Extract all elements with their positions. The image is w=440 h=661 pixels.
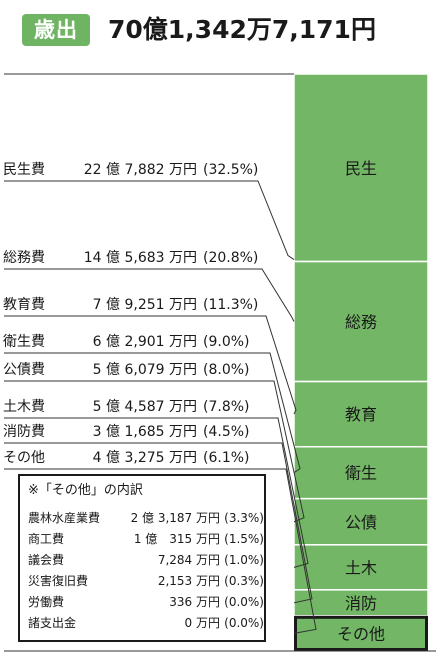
category-percent: (9.0%) — [203, 334, 250, 350]
other-breakdown-box: ※「その他」の内訳 農林水産業費 2 億 3,187 万円 (3.3%) 商工費 1 億… — [18, 474, 266, 642]
breakdown-item-name: 議会費 — [28, 553, 65, 567]
leader-line-3 — [4, 315, 297, 415]
category-value: 6 億 2,901 万円 — [92, 334, 197, 350]
breakdown-item-name: 商工費 — [28, 532, 65, 546]
breakdown-title: ※「その他」の内訳 — [28, 483, 143, 498]
category-value: 4 億 3,275 万円 — [92, 450, 197, 466]
breakdown-item-percent: (3.3%) — [224, 511, 264, 525]
breakdown-item-value: 2 億 3,187 万円 — [130, 511, 220, 525]
breakdown-item-value: 1 億 315 万円 — [133, 532, 220, 546]
category-label-row-4: 衛生費 6 億 2,901 万円 (9.0%) — [3, 331, 250, 353]
category-label-row-5: 公債費 5 億 6,079 万円 (8.0%) — [3, 359, 250, 381]
bar-segment-6 — [293, 544, 429, 591]
category-value: 22 億 7,882 万円 — [83, 162, 197, 178]
expenditure-tag: 歳出 — [22, 14, 90, 46]
total-amount: 70億1,342万7,171円 — [108, 15, 376, 44]
category-name: 衛生費 — [3, 334, 45, 350]
breakdown-item-percent: (0.0%) — [224, 595, 264, 609]
category-name: 土木費 — [3, 399, 45, 415]
category-label-row-6: 土木費 5 億 4,587 万円 (7.8%) — [3, 396, 250, 418]
leader-line-6 — [4, 417, 309, 568]
category-name: その他 — [3, 450, 45, 466]
segment-label-7: 消防 — [345, 594, 377, 613]
breakdown-row: 議会費 7,284 万円 (1.0%) — [28, 550, 264, 570]
breakdown-row: 諸支出金 0 万円 (0.0%) — [28, 613, 264, 633]
bar-segment-1 — [293, 73, 429, 263]
category-percent: (32.5%) — [203, 162, 259, 178]
category-percent: (4.5%) — [203, 424, 250, 440]
category-name: 総務費 — [3, 250, 45, 266]
category-value: 5 億 6,079 万円 — [92, 362, 197, 378]
breakdown-row: 災害復旧費 2,153 万円 (0.3%) — [28, 571, 264, 591]
category-name: 教育費 — [3, 297, 45, 313]
breakdown-item-percent: (0.3%) — [224, 574, 264, 588]
leader-line-7 — [4, 442, 313, 604]
category-name: 民生費 — [3, 162, 45, 178]
segment-label-8: その他 — [337, 624, 385, 643]
breakdown-item-percent: (0.0%) — [224, 616, 264, 630]
category-value: 3 億 1,685 万円 — [92, 424, 197, 440]
leader-line-4 — [4, 352, 301, 474]
breakdown-item-value: 7,284 万円 — [157, 553, 220, 567]
category-value: 7 億 9,251 万円 — [92, 297, 197, 313]
segment-label-5: 公債 — [345, 513, 377, 532]
breakdown-item-value: 2,153 万円 — [157, 574, 220, 588]
breakdown-item-percent: (1.5%) — [224, 532, 264, 546]
segment-label-6: 土木 — [345, 558, 377, 577]
category-value: 14 億 5,683 万円 — [83, 250, 197, 266]
breakdown-item-percent: (1.0%) — [224, 553, 264, 567]
category-name: 公債費 — [3, 362, 45, 378]
breakdown-item-name: 労働費 — [28, 595, 65, 609]
category-percent: (20.8%) — [203, 250, 259, 266]
breakdown-item-name: 農林水産業費 — [28, 511, 101, 525]
breakdown-item-name: 災害復旧費 — [28, 574, 89, 588]
leader-line-8 — [4, 468, 317, 634]
breakdown-row: 農林水産業費 2 億 3,187 万円 (3.3%) — [28, 508, 264, 528]
category-value: 5 億 4,587 万円 — [92, 399, 197, 415]
breakdown-item-value: 336 万円 — [169, 595, 220, 609]
segment-label-3: 教育 — [345, 405, 377, 424]
category-label-row-8: その他 4 億 3,275 万円 (6.1%) — [3, 447, 250, 469]
breakdown-item-name: 諸支出金 — [28, 616, 77, 630]
category-percent: (6.1%) — [203, 450, 250, 466]
bar-segment-8 — [293, 615, 429, 652]
bar-segment-7 — [293, 589, 429, 617]
breakdown-item-value: 0 万円 — [184, 616, 220, 630]
leader-line-2 — [4, 268, 295, 322]
category-percent: (8.0%) — [203, 362, 250, 378]
breakdown-row: 労働費 336 万円 (0.0%) — [28, 592, 264, 612]
segment-label-4: 衛生 — [345, 464, 377, 483]
category-name: 消防費 — [3, 424, 45, 440]
category-percent: (7.8%) — [203, 399, 250, 415]
breakdown-row: 商工費 1 億 315 万円 (1.5%) — [28, 529, 264, 549]
leader-line-1 — [4, 180, 295, 260]
segment-label-1: 民生 — [345, 159, 377, 178]
category-label-row-1: 民生費 22 億 7,882 万円 (32.5%) — [3, 159, 258, 181]
category-percent: (11.3%) — [203, 297, 259, 313]
category-label-row-7: 消防費 3 億 1,685 万円 (4.5%) — [3, 421, 250, 443]
category-label-row-2: 総務費 14 億 5,683 万円 (20.8%) — [3, 247, 258, 269]
segment-label-2: 総務 — [345, 313, 377, 332]
category-label-row-3: 教育費 7 億 9,251 万円 (11.3%) — [3, 294, 258, 316]
header: 歳出 70億1,342万7,171円 — [0, 0, 440, 60]
